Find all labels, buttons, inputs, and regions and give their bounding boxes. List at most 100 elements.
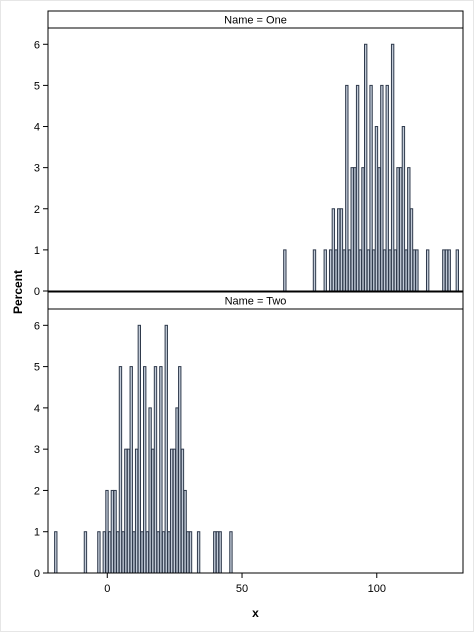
histogram-bar	[364, 43, 368, 292]
histogram-bar	[188, 531, 193, 574]
histogram-bar	[159, 366, 163, 574]
y-tick-label: 0	[34, 568, 40, 580]
panel-header-label-1: Name = One	[224, 15, 287, 27]
histogram-bar	[393, 249, 398, 292]
histogram-bar	[361, 167, 365, 292]
histogram-bar	[355, 84, 360, 292]
histogram-bar	[388, 249, 392, 292]
histogram-bar	[334, 249, 338, 292]
histogram-bar	[404, 249, 408, 292]
histogram-bar	[382, 249, 387, 292]
histogram-bar	[385, 84, 389, 292]
histogram-bar	[83, 531, 88, 574]
histogram-bar	[229, 531, 233, 574]
histogram-bar	[337, 208, 341, 292]
y-axis-title: Percent	[11, 270, 25, 314]
histogram-bar	[407, 167, 411, 292]
histogram-bar	[396, 167, 400, 292]
histogram-bar	[129, 366, 133, 574]
y-tick-label: 0	[34, 286, 40, 298]
histogram-bar	[358, 249, 362, 292]
histogram-bar	[172, 448, 177, 574]
histogram-bar	[164, 324, 168, 574]
histogram-bar	[113, 489, 117, 574]
panel-header-label-2: Name = Two	[225, 296, 287, 308]
histogram-bar	[218, 531, 222, 574]
histogram-bar	[167, 531, 171, 574]
histogram-bar	[132, 531, 136, 574]
x-axis-title: x	[252, 606, 259, 620]
histogram-bar	[118, 366, 123, 574]
histogram-bar	[140, 531, 144, 574]
histogram-bar	[380, 84, 384, 292]
x-tick-label: 100	[368, 583, 386, 595]
histogram-bar	[409, 208, 414, 292]
y-tick-label: 5	[34, 80, 40, 92]
histogram-bar	[331, 208, 336, 292]
histogram-bar	[143, 366, 147, 574]
histogram-bar	[345, 84, 349, 292]
histogram-bar	[126, 448, 131, 574]
histogram-bar	[372, 249, 376, 292]
histogram-bar	[377, 167, 381, 292]
histogram-bar	[124, 448, 128, 574]
histogram-bar	[390, 43, 395, 292]
histogram-bar	[323, 249, 327, 292]
histogram-bar	[137, 324, 141, 574]
histogram-bar	[97, 531, 101, 574]
y-tick-label: 6	[34, 320, 40, 332]
histogram-bar	[283, 249, 287, 292]
histogram-bar	[350, 167, 354, 292]
histogram-bar	[447, 249, 451, 292]
histogram-bar	[178, 366, 182, 574]
histogram-bar	[328, 249, 333, 292]
histogram-bar	[374, 126, 379, 292]
histogram-bar	[116, 531, 120, 574]
histogram-bar	[134, 448, 139, 574]
histogram-bar	[347, 249, 352, 292]
histogram-bar	[215, 531, 220, 574]
histogram-bar	[54, 531, 58, 574]
histogram-bar	[153, 366, 158, 574]
histogram-bar	[401, 126, 406, 292]
y-tick-label: 4	[34, 122, 40, 134]
y-tick-label: 4	[34, 403, 40, 415]
histogram-bar	[183, 489, 187, 574]
histogram-bar	[442, 249, 446, 292]
x-tick-label: 0	[104, 583, 110, 595]
histogram-bar	[161, 531, 166, 574]
x-tick-label: 50	[236, 583, 248, 595]
histogram-bar	[342, 249, 346, 292]
y-tick-label: 2	[34, 485, 40, 497]
histogram-bar	[366, 249, 371, 292]
histogram-bar	[444, 249, 449, 292]
y-tick-label: 1	[34, 527, 40, 539]
histogram-bar	[180, 448, 185, 574]
histogram-bar	[312, 249, 317, 292]
histogram-bar	[196, 531, 201, 574]
histogram-bar	[186, 531, 190, 574]
histogram-bar	[145, 531, 150, 574]
histogram-bar	[415, 249, 419, 292]
histogram-bar	[151, 448, 155, 574]
y-tick-label: 2	[34, 204, 40, 216]
y-tick-label: 5	[34, 362, 40, 374]
plot-frame-1	[47, 27, 464, 292]
histogram-bar	[105, 489, 109, 574]
histogram-bar	[339, 208, 344, 292]
histogram-bar	[412, 249, 416, 292]
y-tick-label: 1	[34, 245, 40, 257]
histogram-bar	[425, 249, 430, 292]
histogram-bar	[353, 167, 357, 292]
plot-frame-2	[47, 308, 464, 574]
histogram-bar	[455, 249, 459, 292]
y-tick-label: 3	[34, 163, 40, 175]
histogram-bar	[148, 407, 152, 574]
histogram-bar	[108, 531, 112, 574]
histogram-bar	[102, 531, 106, 574]
histogram-bar	[399, 167, 403, 292]
y-tick-label: 3	[34, 444, 40, 456]
histogram-bar	[110, 489, 115, 574]
